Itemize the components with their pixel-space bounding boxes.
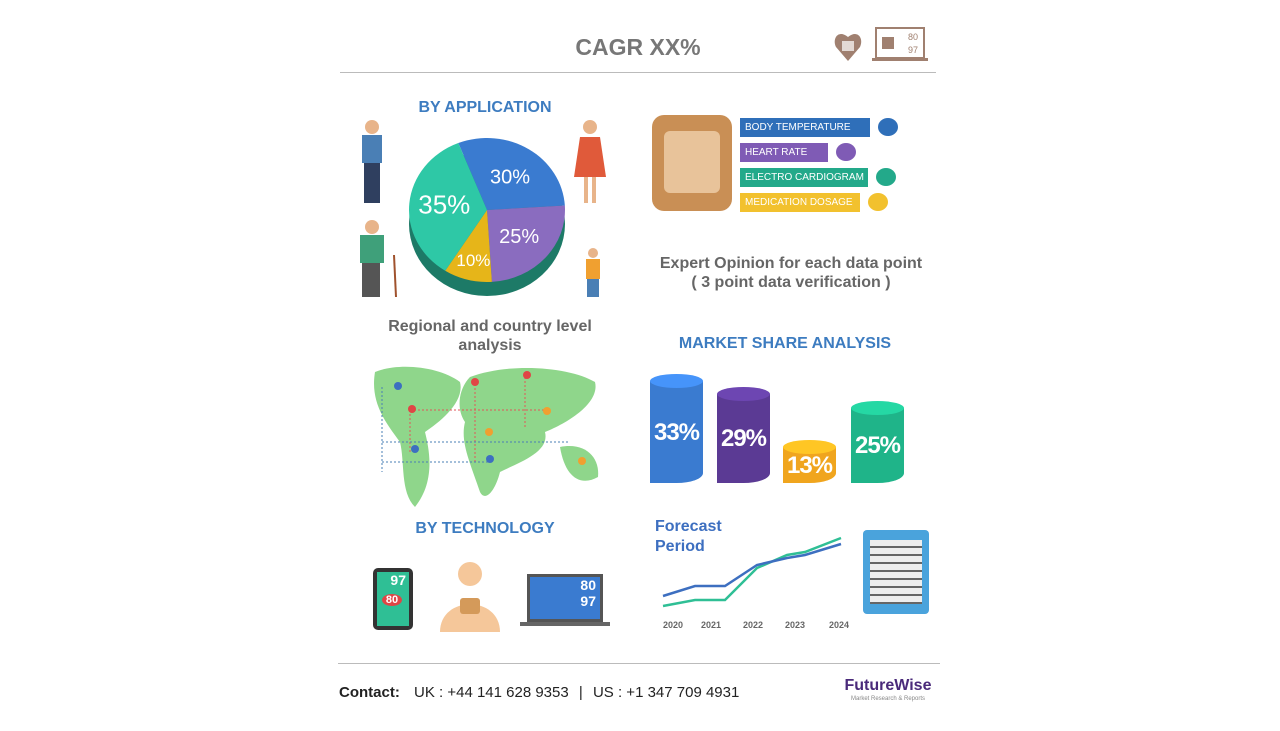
elderly-man-icon xyxy=(360,220,397,298)
cylinder-label: 13% xyxy=(786,451,833,479)
expert-opinion-text: Expert Opinion for each data point ( 3 po… xyxy=(636,254,946,292)
child-icon xyxy=(586,248,600,297)
market-share-cylinder: 13% xyxy=(783,440,836,483)
laptop-top-value: 80 xyxy=(580,577,596,593)
us-phone: US : +1 347 709 4931 xyxy=(592,684,740,701)
map-pins xyxy=(394,371,586,465)
regional-line1: Regional and country level xyxy=(388,318,592,335)
market-share-cylinder: 29% xyxy=(717,387,770,483)
syringe-icon xyxy=(868,193,888,211)
forecast-line-blue xyxy=(662,542,842,598)
clipboard-icon xyxy=(863,530,929,614)
year-tick: 2021 xyxy=(701,620,722,630)
forecast-year-axis: 2020 2021 2022 2023 2024 xyxy=(655,620,865,634)
forecast-line1: Forecast xyxy=(655,518,722,535)
market-share-cylinder: 33% xyxy=(650,374,703,483)
cylinder-body xyxy=(717,394,770,483)
year-tick: 2022 xyxy=(743,620,764,630)
laptop-base xyxy=(520,622,610,626)
vitals-list: BODY TEMPERATURE HEART RATE ELECTRO CARDIO… xyxy=(740,118,898,218)
cylinder-body xyxy=(650,381,703,483)
cylinder-top xyxy=(717,387,770,402)
vital-syringe: MEDICATION DOSAGE xyxy=(740,193,860,212)
pie-label: 35% xyxy=(418,189,470,219)
footer-divider xyxy=(338,663,940,664)
cylinder-label: 33% xyxy=(653,418,700,446)
svg-text:97: 97 xyxy=(908,45,918,55)
cylinder-top xyxy=(783,440,836,455)
futurewise-logo: FutureWise Market Research & Reports xyxy=(836,676,940,703)
pie-slice xyxy=(458,138,565,210)
year-tick: 2023 xyxy=(785,620,806,630)
people-illustrations xyxy=(360,120,606,298)
phone-bottom-value: 80 xyxy=(382,594,402,606)
contact-label: Contact: xyxy=(339,684,400,701)
cylinder-top xyxy=(650,374,703,389)
pie-label: 10% xyxy=(456,251,490,270)
vital-thermometer: BODY TEMPERATURE xyxy=(740,118,870,137)
forecast-line-green xyxy=(662,536,842,608)
vital-heart: HEART RATE xyxy=(740,143,828,162)
phone-top-value: 97 xyxy=(390,572,406,588)
application-pie-chart: 30% 25% 10% 35% xyxy=(409,138,565,296)
market-share-title: MARKET SHARE ANALYSIS xyxy=(678,335,892,352)
ecg-icon xyxy=(876,168,896,186)
separator: | xyxy=(578,684,583,701)
man-icon xyxy=(362,120,382,203)
world-map xyxy=(374,366,599,507)
expert-line2: ( 3 point data verification ) xyxy=(691,274,891,291)
uk-phone: UK : +44 141 628 9353 xyxy=(414,684,569,701)
forecast-line2: Period xyxy=(655,538,705,555)
pie-slice xyxy=(487,205,565,282)
pie-slice xyxy=(409,143,487,271)
body-sensor-icon xyxy=(440,562,500,632)
woman-icon xyxy=(574,120,606,203)
pie-label: 25% xyxy=(499,226,539,248)
thermometer-icon xyxy=(878,118,898,136)
wearable-sensor-icon xyxy=(652,115,732,211)
laptop-bottom-value: 97 xyxy=(580,593,596,609)
cylinder-label: 25% xyxy=(854,431,901,459)
brand-name: FutureWise xyxy=(844,677,932,694)
year-tick: 2024 xyxy=(829,620,850,630)
heart-icon xyxy=(836,143,856,161)
cylinder-body xyxy=(851,407,904,483)
pie-slice xyxy=(445,210,492,282)
brand-tagline: Market Research & Reports xyxy=(850,696,926,702)
market-share-cylinder: 25% xyxy=(851,400,904,483)
forecast-line-chart xyxy=(662,536,842,608)
cylinder-top xyxy=(851,400,904,415)
svg-text:80: 80 xyxy=(908,32,918,42)
by-technology-title: BY TECHNOLOGY xyxy=(415,520,555,537)
year-tick: 2020 xyxy=(663,620,684,630)
by-application-title: BY APPLICATION xyxy=(418,99,552,116)
regional-line2: analysis xyxy=(458,337,522,354)
vital-ecg: ELECTRO CARDIOGRAM xyxy=(740,168,868,187)
forecast-title: Forecast Period xyxy=(655,517,722,557)
header-divider xyxy=(340,72,936,73)
page-title: CAGR XX% xyxy=(575,34,701,60)
contact-info: Contact: UK : +44 141 628 9353 | US : +1… xyxy=(339,684,739,701)
cylinder-label: 29% xyxy=(720,425,767,453)
market-share-cylinders: 33% 29% 13% 25% xyxy=(640,360,920,490)
regional-text: Regional and country level analysis xyxy=(370,317,610,355)
expert-line1: Expert Opinion for each data point xyxy=(659,255,923,272)
smartphone-icon: 97 80 xyxy=(373,568,413,630)
pie-label: 30% xyxy=(490,167,530,189)
